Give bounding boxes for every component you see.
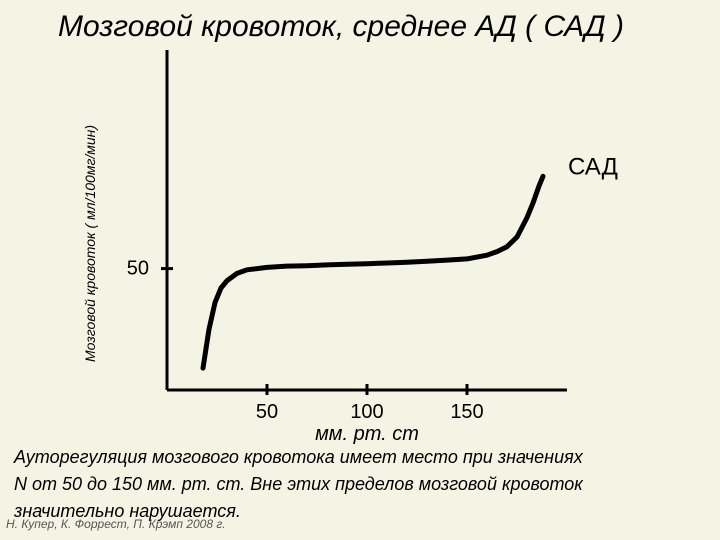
x-tick-label: 50 bbox=[256, 401, 278, 423]
series-label-sad: САД bbox=[568, 153, 618, 180]
x-axis-label: мм. рт. ст bbox=[315, 423, 419, 445]
y-tick-label: 50 bbox=[127, 258, 149, 280]
credit-line: Н. Купер, К. Форрест, П. Крэмп 2008 г. bbox=[6, 517, 226, 531]
chart-title: Мозговой кровоток, среднее АД ( САД ) bbox=[58, 10, 624, 43]
note-line: значительно нарушается. bbox=[14, 501, 241, 521]
series-line-sad bbox=[200, 173, 546, 371]
note-line: Ауторегуляция мозгового кровотока имеет … bbox=[14, 447, 583, 467]
axis-ticks: 50 100 150 50 bbox=[127, 258, 484, 423]
x-tick-label: 150 bbox=[450, 401, 483, 423]
note-line: N от 50 до 150 мм. рт. ст. Вне этих пред… bbox=[14, 474, 583, 494]
x-tick-label: 100 bbox=[350, 401, 383, 423]
autoregulation-note: Ауторегуляция мозгового кровотока имеет … bbox=[14, 444, 704, 525]
